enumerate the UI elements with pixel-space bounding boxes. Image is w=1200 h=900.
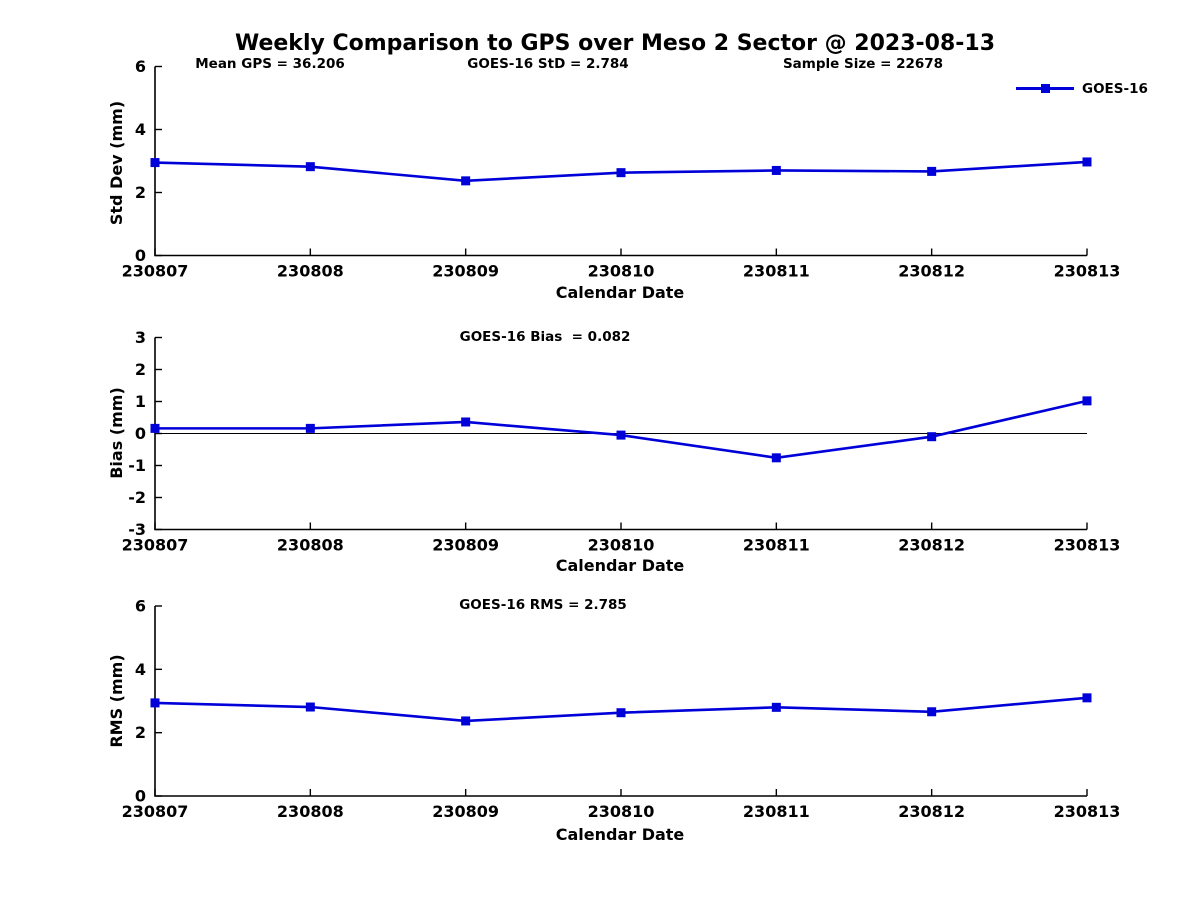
y-tick-label: 0: [135, 787, 146, 806]
bias-x-axis-label: Calendar Date: [555, 556, 685, 575]
data-marker: [927, 432, 937, 442]
data-marker: [305, 702, 315, 712]
data-marker: [461, 716, 471, 726]
stddev-x-axis-label: Calendar Date: [555, 283, 685, 302]
series-line: [155, 399, 1088, 460]
x-tick-label: 230810: [588, 536, 655, 555]
x-tick-label: 230813: [1054, 536, 1121, 555]
data-marker: [771, 453, 781, 463]
data-marker: [771, 165, 781, 175]
x-tick-label: 230808: [277, 802, 344, 821]
x-tick-label: 230810: [588, 802, 655, 821]
data-marker: [1082, 157, 1092, 167]
y-tick-label: -3: [128, 520, 146, 539]
y-tick-label: 1: [135, 392, 146, 411]
y-tick-label: 2: [135, 360, 146, 379]
x-tick-label: 230807: [122, 536, 189, 555]
rms-x-axis-label: Calendar Date: [555, 825, 685, 844]
data-marker: [1082, 693, 1092, 703]
data-marker: [150, 698, 160, 708]
x-tick-label: 230809: [432, 802, 499, 821]
legend-label: GOES-16: [1082, 80, 1148, 97]
x-tick-label: 230810: [588, 262, 655, 281]
figure-title: Weekly Comparison to GPS over Meso 2 Sec…: [234, 31, 996, 56]
x-tick-label: 230812: [898, 536, 965, 555]
y-tick-label: 3: [135, 328, 146, 347]
x-tick-label: 230809: [432, 536, 499, 555]
axis-spine: [154, 606, 1087, 797]
y-tick-label: -2: [128, 488, 146, 507]
y-tick-label: -1: [128, 456, 146, 475]
data-marker: [305, 423, 315, 433]
x-tick-label: 230813: [1054, 262, 1121, 281]
y-tick-label: 6: [135, 57, 146, 76]
rms-plot: 0 2 4 6 230807 230808 230809 230810 230811 230812…: [122, 597, 1121, 822]
y-tick-label: 4: [135, 120, 146, 139]
x-tick-label: 230811: [743, 536, 810, 555]
legend: GOES-16: [1016, 80, 1148, 97]
data-marker: [771, 702, 781, 712]
x-tick-label: 230813: [1054, 802, 1121, 821]
bias-chart-subtitle: GOES-16 Bias = 0.082: [459, 329, 631, 345]
data-marker: [150, 423, 160, 433]
x-tick-label: 230807: [122, 262, 189, 281]
std-dev-plot: 0 2 4 6 230807 230808 230809 230810 230811 230812…: [122, 57, 1121, 281]
axis-spine: [154, 66, 1087, 257]
y-tick-label: 0: [135, 246, 146, 265]
stat-sample-size: Sample Size = 22678: [782, 56, 944, 72]
data-marker: [1082, 396, 1092, 406]
x-tick-label: 230807: [122, 802, 189, 821]
rms-chart-subtitle: GOES-16 RMS = 2.785: [459, 597, 627, 613]
y-tick-label: 2: [135, 723, 146, 742]
data-marker: [927, 166, 937, 176]
x-tick-label: 230812: [898, 262, 965, 281]
y-tick-label: 0: [135, 424, 146, 443]
data-marker: [616, 168, 626, 178]
y-tick-label: 6: [135, 597, 146, 616]
stat-goes16-std: GOES-16 StD = 2.784: [467, 56, 629, 72]
data-marker: [305, 162, 315, 172]
data-marker: [461, 176, 471, 186]
y-tick-label: 4: [135, 660, 146, 679]
data-marker: [461, 417, 471, 427]
legend-square-marker-icon: [1041, 84, 1050, 93]
data-marker: [927, 707, 937, 717]
x-tick-label: 230808: [277, 536, 344, 555]
x-tick-label: 230809: [432, 262, 499, 281]
stat-mean-gps: Mean GPS = 36.206: [195, 56, 345, 72]
data-marker: [150, 158, 160, 168]
x-tick-label: 230811: [743, 802, 810, 821]
y-tick-label: 2: [135, 183, 146, 202]
data-marker: [616, 430, 626, 440]
x-tick-label: 230812: [898, 802, 965, 821]
data-marker: [616, 708, 626, 718]
x-tick-label: 230808: [277, 262, 344, 281]
legend-line-sample: [1016, 84, 1074, 93]
x-tick-label: 230811: [743, 262, 810, 281]
bias-plot: -3 -2 -1 0 1 2 3 230807 230808 230809 230810 230811…: [122, 328, 1121, 555]
